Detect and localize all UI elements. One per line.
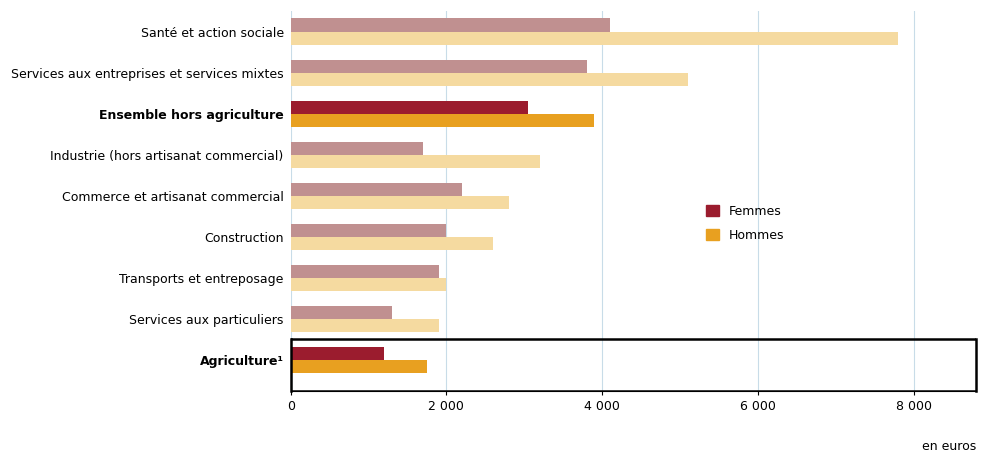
Bar xyxy=(291,360,427,373)
Bar xyxy=(291,73,687,86)
Bar xyxy=(291,32,897,45)
Legend: Femmes, Hommes: Femmes, Hommes xyxy=(700,200,789,247)
Bar xyxy=(291,224,446,237)
Bar xyxy=(291,237,493,250)
Bar xyxy=(291,114,594,127)
Bar xyxy=(291,347,384,360)
Bar xyxy=(291,306,391,319)
Bar xyxy=(291,18,609,32)
Bar xyxy=(291,278,446,291)
X-axis label: en euros: en euros xyxy=(921,440,975,453)
Bar xyxy=(291,183,461,196)
Bar xyxy=(291,196,508,209)
Bar xyxy=(291,100,528,114)
Bar xyxy=(291,155,539,168)
Bar xyxy=(291,319,438,332)
Bar xyxy=(291,142,423,155)
Bar xyxy=(291,59,586,73)
Bar xyxy=(291,265,438,278)
